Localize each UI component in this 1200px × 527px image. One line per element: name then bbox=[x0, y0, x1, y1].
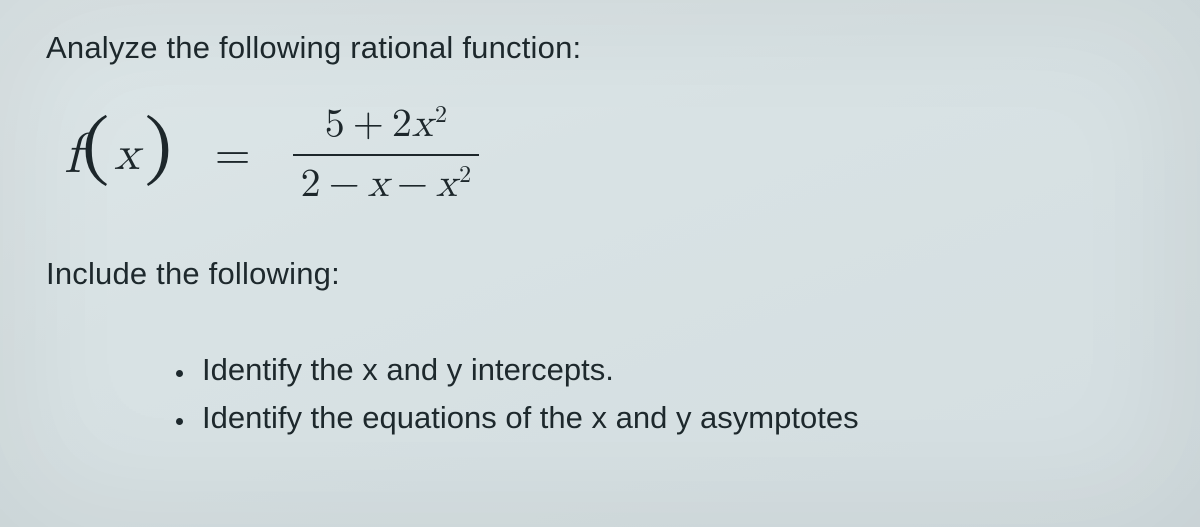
num-var1: x bbox=[412, 100, 433, 148]
equation-lhs: f ( x ) bbox=[64, 122, 173, 189]
den-op2: − bbox=[389, 160, 436, 208]
list-item: Identify the equations of the x and y as… bbox=[196, 394, 1154, 442]
lhs-f: f bbox=[64, 122, 82, 189]
den-exp2: 2 bbox=[459, 161, 471, 190]
equals-sign: = bbox=[173, 128, 293, 183]
fraction-bar bbox=[293, 154, 480, 156]
include-label: Include the following: bbox=[46, 256, 1154, 292]
num-b: 2 bbox=[392, 100, 412, 148]
denominator: 2 − x − x 2 bbox=[293, 160, 480, 210]
fraction: 5 + 2 x 2 2 − x − x 2 bbox=[293, 100, 480, 210]
den-op1: − bbox=[321, 160, 368, 208]
num-a: 5 bbox=[325, 100, 345, 148]
num-exp1: 2 bbox=[435, 101, 447, 130]
numerator: 5 + 2 x 2 bbox=[317, 100, 455, 150]
num-op1: + bbox=[345, 100, 392, 148]
list-item: Identify the x and y intercepts. bbox=[196, 346, 1154, 394]
equation: f ( x ) = 5 + 2 x 2 2 − x − x 2 bbox=[64, 100, 1154, 210]
prompt-text: Analyze the following rational function: bbox=[46, 30, 1154, 66]
den-a: 2 bbox=[301, 160, 321, 208]
lhs-x: x bbox=[110, 126, 144, 184]
den-b: x bbox=[368, 160, 389, 208]
den-c: x bbox=[436, 160, 457, 208]
task-list: Identify the x and y intercepts. Identif… bbox=[46, 346, 1154, 442]
